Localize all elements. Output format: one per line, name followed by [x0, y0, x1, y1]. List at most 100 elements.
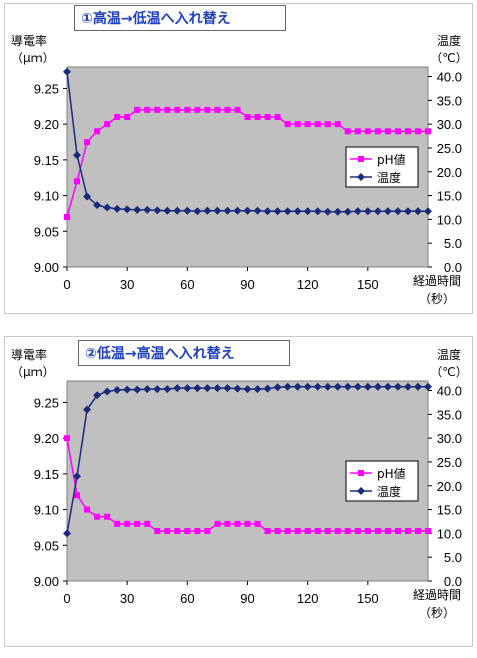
- x-axis-label: 経過時間: [413, 588, 461, 602]
- temperature-marker: [313, 382, 322, 391]
- y-right-axis-label: （℃）: [430, 51, 467, 65]
- ph-marker: [354, 528, 361, 534]
- ph-marker: [284, 121, 291, 128]
- temperature-marker: [373, 207, 382, 216]
- y-right-tick-label: 30.0: [437, 117, 462, 132]
- temperature-marker: [73, 472, 82, 481]
- ph-marker: [294, 528, 301, 534]
- temperature-marker: [253, 206, 262, 215]
- temperature-marker: [243, 385, 252, 394]
- ph-marker: [324, 121, 331, 128]
- ph-marker: [154, 106, 161, 113]
- temperature-marker: [73, 151, 82, 160]
- ph-marker: [204, 528, 211, 534]
- y-right-tick-label: 30.0: [437, 431, 462, 446]
- temperature-marker: [143, 385, 152, 394]
- temperature-marker: [103, 203, 112, 212]
- ph-marker: [104, 121, 111, 128]
- temperature-marker: [113, 204, 122, 213]
- temperature-marker: [203, 206, 212, 215]
- temperature-marker: [393, 382, 402, 391]
- y-left-axis-label: 導電率: [11, 33, 47, 48]
- x-tick-label: 60: [180, 277, 194, 292]
- temperature-marker: [343, 382, 352, 391]
- ph-marker: [334, 121, 341, 128]
- ph-marker: [144, 106, 151, 113]
- temperature-marker: [63, 529, 71, 538]
- temperature-marker: [233, 384, 242, 393]
- temperature-marker: [424, 382, 432, 391]
- temperature-marker: [293, 207, 302, 216]
- ph-marker: [374, 128, 381, 135]
- y-left-tick-label: 9.25: [34, 81, 59, 96]
- ph-marker: [204, 106, 211, 113]
- legend-temperature-marker: [357, 173, 365, 181]
- y-right-tick-label: 5.0: [444, 550, 462, 565]
- temperature-marker: [373, 382, 382, 391]
- x-tick-label: 60: [180, 591, 194, 606]
- ph-marker: [84, 506, 91, 513]
- ph-marker: [234, 106, 241, 113]
- y-left-tick-label: 9.00: [34, 260, 59, 275]
- y-right-tick-label: 35.0: [437, 93, 462, 108]
- y-left-tick-label: 9.10: [34, 189, 59, 204]
- legend-box: [345, 146, 419, 188]
- temperature-marker: [173, 384, 182, 393]
- temperature-marker: [133, 205, 142, 214]
- ph-marker: [104, 513, 111, 520]
- y-left-tick-label: 9.15: [34, 153, 59, 168]
- temperature-marker: [293, 382, 302, 391]
- temperature-marker: [313, 207, 322, 216]
- temperature-marker: [303, 382, 312, 391]
- y-right-tick-label: 20.0: [437, 479, 462, 494]
- x-axis-label: （秒）: [419, 606, 455, 620]
- temperature-marker: [424, 207, 432, 216]
- x-tick-label: 0: [63, 277, 70, 292]
- ph-marker: [184, 106, 191, 113]
- ph-marker: [425, 528, 431, 534]
- ph-marker: [314, 121, 321, 128]
- temperature-marker: [403, 382, 412, 391]
- chart-1-svg: 9.00 9.05 9.10 9.15 9.20 9.25 0.0 5.0 10.0 15.0 20…: [11, 33, 468, 306]
- temperature-marker: [243, 206, 252, 215]
- legend-label: pH値: [377, 466, 406, 481]
- temperature-marker: [353, 382, 362, 391]
- ph-marker: [364, 528, 371, 534]
- ph-marker: [84, 139, 91, 145]
- ph-marker: [314, 528, 321, 534]
- ph-marker: [174, 528, 181, 534]
- temperature-marker: [113, 386, 122, 395]
- temperature-marker: [333, 382, 342, 391]
- ph-marker: [334, 528, 341, 534]
- ph-marker: [214, 520, 221, 527]
- ph-marker: [224, 520, 231, 527]
- x-axis-label: （秒）: [419, 292, 455, 306]
- x-tick-label: 30: [120, 591, 134, 606]
- ph-marker: [164, 106, 171, 113]
- ph-marker: [194, 106, 201, 113]
- temperature-marker: [263, 384, 272, 393]
- legend-temperature-marker: [357, 487, 365, 495]
- temperature-marker: [333, 207, 342, 216]
- ph-marker: [324, 528, 331, 534]
- ph-marker: [154, 528, 161, 534]
- y-left-tick-label: 9.05: [34, 224, 59, 239]
- temperature-marker: [413, 382, 422, 391]
- temperature-marker: [363, 382, 372, 391]
- x-tick-label: 150: [357, 277, 379, 292]
- ph-marker: [114, 114, 121, 120]
- y-left-tick-label: 9.15: [34, 467, 59, 482]
- y-left-tick-label: 9.25: [34, 395, 59, 410]
- chart-title: ②低温→高温へ入れ替え: [85, 346, 235, 362]
- ph-marker: [264, 114, 271, 120]
- temperature-marker: [203, 384, 212, 393]
- ph-marker: [304, 121, 311, 128]
- ph-marker: [74, 492, 81, 499]
- temperature-marker: [223, 206, 232, 215]
- chart-title: ①高温→低温へ入れ替え: [81, 11, 231, 27]
- ph-marker: [284, 528, 291, 534]
- y-left-tick-label: 9.20: [34, 117, 59, 132]
- y-right-tick-label: 40.0: [437, 384, 462, 399]
- ph-marker: [364, 128, 371, 135]
- ph-marker: [234, 520, 241, 527]
